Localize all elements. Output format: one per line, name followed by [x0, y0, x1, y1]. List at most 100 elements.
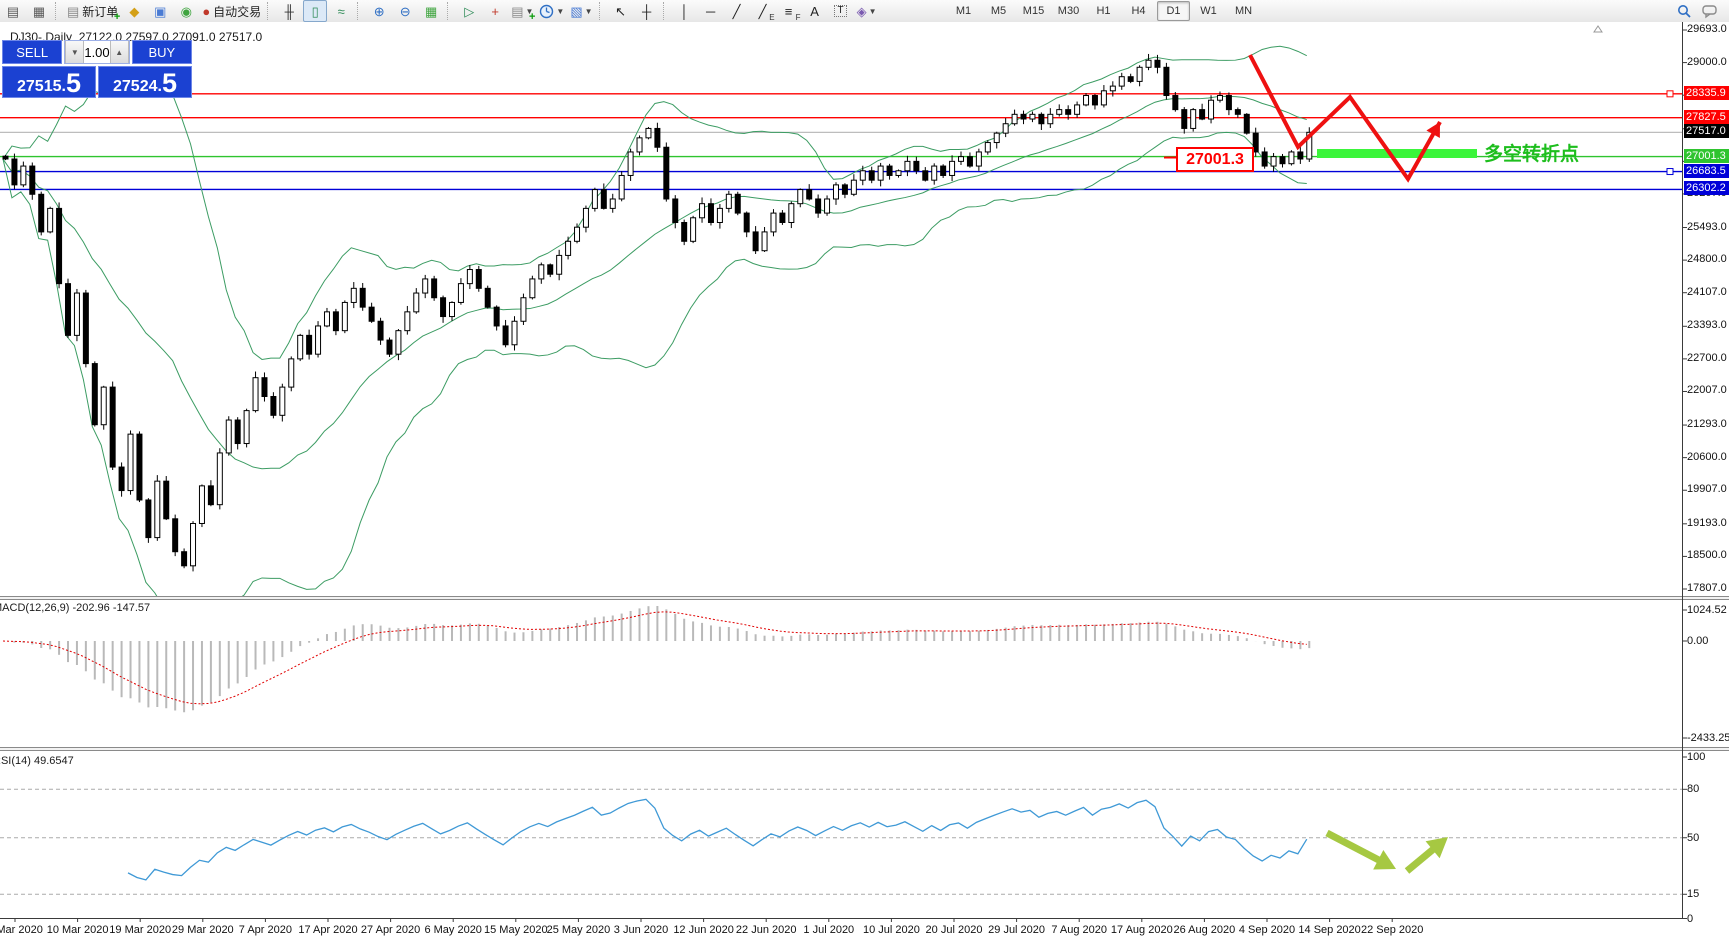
toolbar-separator	[662, 2, 669, 20]
indicators-icon[interactable]: ▷	[464, 3, 475, 19]
date-label: 4 Sep 2020	[1238, 924, 1296, 936]
fibonacci-button[interactable]: ≡ F	[784, 3, 801, 23]
axis-label: 25493.0	[1687, 220, 1727, 233]
price-chart[interactable]	[0, 22, 1729, 936]
date-label: 3 Jun 2020	[613, 924, 669, 936]
candlestick-chart-icon[interactable]: ▯	[303, 0, 328, 22]
date-label: 19 Mar 2020	[109, 924, 172, 936]
date-label: 7 Apr 2020	[238, 924, 292, 936]
webcast-icon[interactable]: ◉	[180, 3, 192, 19]
axis-label: -2433.25	[1687, 732, 1729, 744]
timeframe-mn[interactable]: MN	[1234, 5, 1253, 17]
sell-button[interactable]: SELL	[2, 40, 63, 64]
date-label: 1 Jul 2020	[803, 924, 855, 936]
cursor-button[interactable]: ↖	[615, 3, 626, 19]
chart-window: DJ30-,Daily 27122.0 27597.0 27091.0 2751…	[0, 22, 1729, 936]
text-button[interactable]: A	[810, 3, 819, 19]
bar-chart-icon[interactable]: ╫	[284, 3, 294, 19]
label-button[interactable]: T	[829, 0, 853, 22]
timeframe-w1[interactable]: W1	[1200, 5, 1217, 17]
date-label: 14 Sep 2020	[1298, 924, 1361, 936]
price-tag-27001.3: 27001.3	[1684, 148, 1729, 163]
buy-button[interactable]: BUY	[131, 40, 192, 64]
timeframe-bar: M1 M5 M15 M30 H1 H4 D1 W1 MN	[946, 1, 1261, 21]
volume-increase-button[interactable]: ▲	[109, 41, 129, 63]
objects-icon[interactable]: +	[491, 3, 499, 19]
toolbar: ▤ ▦ ▤ + 新订单 ◆ ▣ ◉ ● 自动交易 ╫ ▯ ≈ ⊕ ⊖ ▦ ▷ + ▤ + ▼ ▼ ▧ ▼ ↖ ┼ │ ─ ╱ ╱ E ≡ F A T…	[0, 0, 1729, 23]
date-label: 29 Mar 2020	[171, 924, 234, 936]
axis-label: 1024.52	[1687, 604, 1727, 616]
volume-value[interactable]: 1.00	[84, 44, 110, 60]
date-label: 29 Jul 2020	[988, 924, 1046, 936]
turning-point-text[interactable]: 多空转折点	[1484, 144, 1580, 165]
axis-label: 22700.0	[1687, 351, 1727, 364]
one-click-trading-panel: SELL ▼ 1.00 ▲ BUY 27515. 5 27524. 5	[2, 40, 192, 98]
history-center-icon[interactable]: ◆	[129, 3, 140, 19]
axis-label: 100	[1687, 751, 1706, 763]
axis-label: 24800.0	[1687, 253, 1727, 266]
vertical-line-button[interactable]: │	[680, 3, 689, 19]
price-callout-label[interactable]: 27001.3	[1176, 147, 1254, 172]
timeframe-m15[interactable]: M15	[1022, 5, 1045, 17]
date-label: 10 Jul 2020	[862, 924, 920, 936]
price-tag-27827.5: 27827.5	[1684, 109, 1729, 124]
new-order-button[interactable]: ▤ + 新订单	[67, 3, 121, 23]
axis-label: 29693.0	[1687, 23, 1727, 35]
trendline-button[interactable]: ╱	[732, 3, 741, 19]
data-window-icon[interactable]: ▦	[32, 3, 46, 19]
axis-label: 50	[1687, 831, 1700, 844]
price-tag-27517.0: 27517.0	[1684, 124, 1729, 139]
macd-label: MACD(12,26,9) -202.96 -147.57	[0, 602, 151, 614]
horizontal-line-button[interactable]: ─	[705, 3, 716, 19]
buy-price[interactable]: 27524. 5	[98, 66, 192, 98]
sell-price[interactable]: 27515. 5	[2, 66, 96, 98]
axis-label: 19193.0	[1687, 516, 1727, 529]
axis-label: 17807.0	[1687, 582, 1727, 594]
date-label: 27 Apr 2020	[360, 924, 421, 936]
zoom-out-icon[interactable]: ⊖	[399, 3, 411, 19]
date-label: 22 Sep 2020	[1360, 924, 1424, 936]
toolbar-separator	[598, 2, 605, 20]
axis-label: 0	[1687, 912, 1694, 925]
chart-window-icon[interactable]: ▤	[6, 3, 20, 19]
timeframe-m5[interactable]: M5	[990, 5, 1007, 17]
volume-decrease-button[interactable]: ▼	[65, 41, 85, 63]
zoom-in-icon[interactable]: ⊕	[373, 3, 385, 19]
crosshair-button[interactable]: ┼	[641, 3, 652, 19]
timeframe-d1[interactable]: D1	[1157, 1, 1190, 21]
price-tag-26683.5: 26683.5	[1684, 163, 1729, 178]
timeframe-m1[interactable]: M1	[955, 5, 972, 17]
axis-label: 23393.0	[1687, 319, 1727, 332]
date-label: 17 Apr 2020	[298, 924, 358, 936]
templates-button[interactable]: ▧ ▼	[570, 3, 593, 19]
date-label: 6 May 2020	[424, 924, 482, 936]
timeframe-m30[interactable]: M30	[1057, 5, 1080, 17]
axis-label: 18500.0	[1687, 549, 1727, 562]
axis-label: 21293.0	[1687, 418, 1727, 431]
date-label: 25 May 2020	[546, 924, 611, 936]
channel-button[interactable]: ╱ E	[758, 3, 775, 23]
date-label: 26 Aug 2020	[1173, 924, 1236, 936]
line-chart-icon[interactable]: ≈	[337, 3, 345, 19]
axis-label: 0.00	[1687, 635, 1709, 647]
periods-clock-button[interactable]: ▼	[537, 0, 566, 22]
rsi-label: RSI(14) 49.6547	[0, 755, 74, 767]
axis-label: 80	[1687, 783, 1700, 796]
axis-label: 19907.0	[1687, 483, 1727, 496]
timeframe-h1[interactable]: H1	[1096, 5, 1111, 17]
axis-label: 29000.0	[1687, 55, 1727, 68]
axis-label: 22007.0	[1687, 384, 1727, 397]
axis-label: 15	[1687, 888, 1700, 901]
chat-icon[interactable]	[1698, 0, 1722, 22]
terminal-icon[interactable]: ▣	[154, 3, 167, 19]
toolbar-separator	[447, 2, 453, 20]
arrows-button[interactable]: ◈ ▼	[856, 3, 877, 19]
new-chart-button[interactable]: ▤ + ▼	[511, 3, 536, 23]
search-icon[interactable]	[1672, 0, 1696, 22]
tile-windows-icon[interactable]: ▦	[425, 3, 438, 19]
timeframe-h4[interactable]: H4	[1131, 5, 1146, 17]
autotrading-button[interactable]: ● 自动交易	[202, 3, 262, 19]
date-label: 22 Jun 2020	[735, 924, 797, 936]
date-label: 2 Mar 2020	[0, 924, 43, 936]
